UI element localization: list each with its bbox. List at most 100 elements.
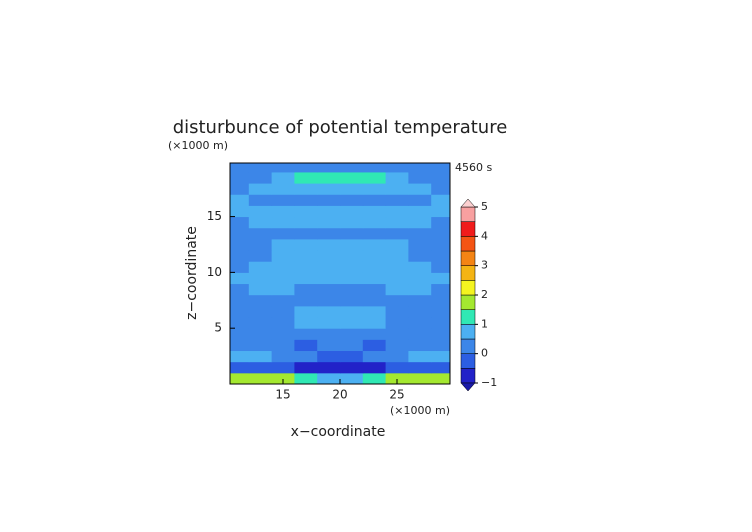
contour-cell [271,294,295,307]
contour-cell [408,183,432,195]
contour-cell [431,328,450,340]
contour-cell [248,305,273,318]
contour-cell [340,372,364,384]
contour-cell [385,227,409,240]
contour-cell [431,227,450,240]
contour-cell [408,339,432,352]
contour-cell [317,205,341,218]
contour-cell [340,205,364,218]
contour-cell [408,317,432,329]
contour-cell [248,194,273,206]
contour-cell [294,250,318,262]
contour-cell [431,250,450,262]
contour-cell [271,272,295,285]
x-axis-label: x−coordinate [291,424,386,440]
contour-cell [340,250,364,262]
colorbar-segment [460,353,476,369]
contour-cell [230,250,250,262]
contour-cell [248,261,273,273]
contour-cell [294,227,318,240]
contour-cell [230,163,250,173]
contour-cell [431,294,450,307]
colorbar-tick-label: 1 [481,317,488,330]
contour-cell [294,272,318,285]
contour-cell [408,372,432,384]
colorbar-segment [460,309,476,325]
contour-cell [294,163,318,173]
contour-cell [317,328,341,340]
y-tick-label: 5 [214,321,222,335]
y-unit: (×1000 m) [168,139,228,152]
contour-cell [294,372,318,384]
contour-cell [362,294,387,307]
colorbar-tick-label: −1 [481,376,497,389]
contour-cell [431,163,450,173]
contour-cell [362,194,387,206]
contour-cell [362,350,387,363]
contour-cell [340,163,364,173]
contour-cell [385,328,409,340]
contour-cell [340,261,364,273]
contour-cell [230,238,250,251]
contour-cell [385,339,409,352]
contour-cell [340,283,364,296]
contour-cell [362,250,387,262]
contour-cell [340,305,364,318]
contour-cell [271,171,295,184]
contour-cell [294,283,318,296]
contour-cell [230,194,250,206]
contour-cell [340,272,364,285]
contour-cell [431,171,450,184]
x-unit: (×1000 m) [390,404,450,417]
y-tick-label: 10 [207,265,222,279]
contour-cell [248,361,273,374]
contour-cell [294,294,318,307]
contour-cell [317,194,341,206]
contour-cell [271,350,295,363]
contour-cell [317,261,341,273]
contour-cell [271,250,295,262]
contour-cell [271,194,295,206]
y-axis-label: z−coordinate [184,226,200,320]
colorbar-tick-label: 4 [481,229,488,242]
contour-cell [248,328,273,340]
contour-cell [408,216,432,229]
contour-cell [294,317,318,329]
contour-cell [230,328,250,340]
contour-cell [230,350,250,363]
contour-cell [294,328,318,340]
contour-cell [431,216,450,229]
contour-cell [431,350,450,363]
contour-cell [317,238,341,251]
contour-cell [230,227,250,240]
contour-cell [271,372,295,384]
contour-cell [408,163,432,173]
contour-cell [317,294,341,307]
contour-cell [317,361,341,374]
contour-cell [294,238,318,251]
contour-cell [271,216,295,229]
contour-cell [230,183,250,195]
colorbar-segment [460,236,476,252]
x-tick-label: 20 [332,388,347,402]
contour-cell [362,205,387,218]
colorbar-segment [460,250,476,266]
contour-cell [248,272,273,285]
contour-cell [385,194,409,206]
contour-cell [385,238,409,251]
contour-cell [408,205,432,218]
colorbar-segment [460,265,476,281]
contour-cell [431,317,450,329]
contour-cell [317,305,341,318]
contour-cell [385,294,409,307]
x-tick-label: 25 [389,388,404,402]
contour-cell [294,205,318,218]
contour-cell [248,238,273,251]
contour-cell [317,272,341,285]
contour-cell [362,216,387,229]
contour-cell [362,183,387,195]
colorbar-over [460,198,476,208]
contour-cell [362,328,387,340]
contour-cell [271,205,295,218]
